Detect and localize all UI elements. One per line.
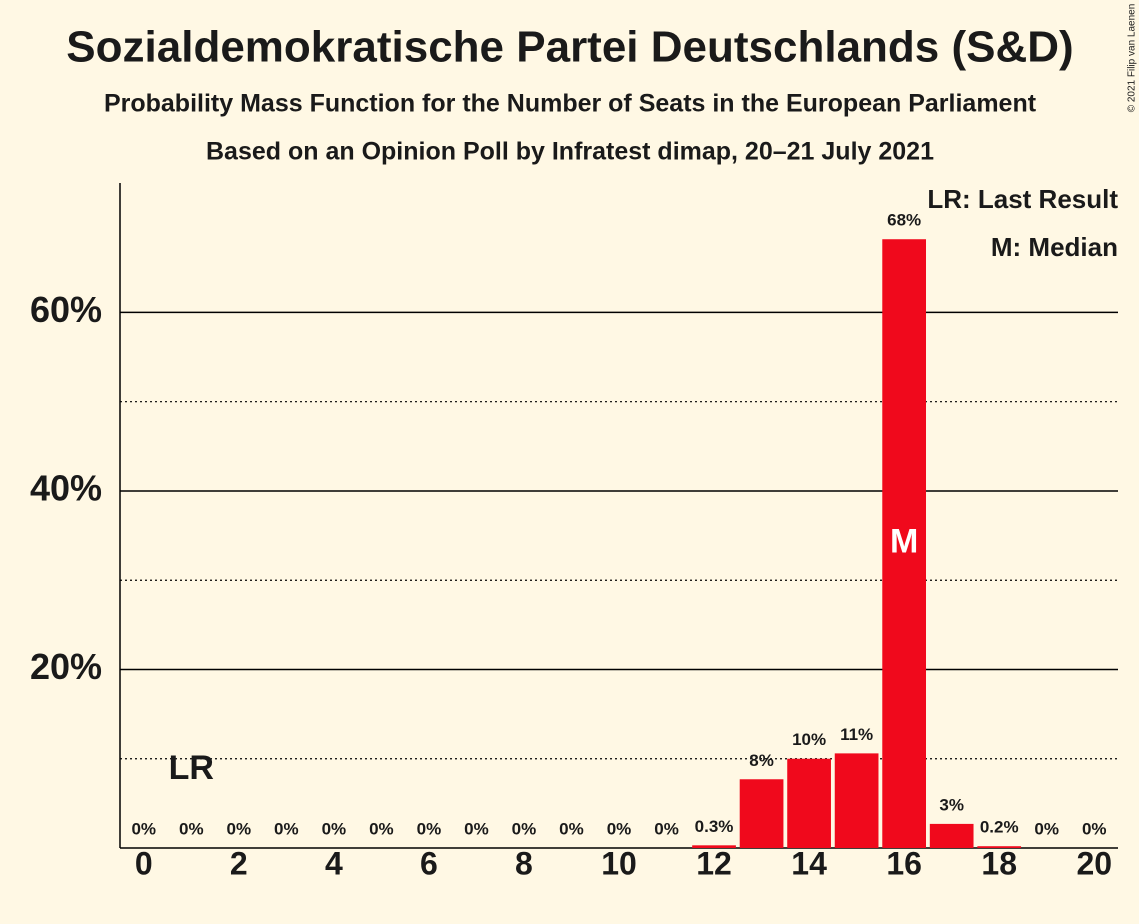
value-label: 0% xyxy=(607,819,632,838)
legend-item: LR: Last Result xyxy=(927,184,1118,214)
value-label: 0% xyxy=(274,819,299,838)
x-tick-label: 10 xyxy=(601,845,637,881)
value-label: 0% xyxy=(179,819,204,838)
x-tick-label: 8 xyxy=(515,845,533,881)
value-label: 0% xyxy=(322,819,347,838)
bar xyxy=(977,846,1022,848)
bar xyxy=(929,823,974,848)
y-tick-label: 40% xyxy=(30,467,102,508)
value-label: 0% xyxy=(512,819,537,838)
value-label: 0% xyxy=(1082,819,1107,838)
value-label: 0% xyxy=(417,819,442,838)
x-tick-label: 16 xyxy=(886,845,922,881)
value-label: 68% xyxy=(887,211,921,230)
chart-source: Based on an Opinion Poll by Infratest di… xyxy=(206,138,934,166)
bar xyxy=(787,758,831,848)
x-tick-label: 6 xyxy=(420,845,438,881)
y-tick-label: 60% xyxy=(30,289,102,330)
value-label: 0.3% xyxy=(695,817,734,836)
value-label: 10% xyxy=(792,730,826,749)
annotation: M xyxy=(890,523,918,561)
x-tick-label: 0 xyxy=(135,845,153,881)
value-label: 0% xyxy=(654,819,679,838)
x-tick-label: 14 xyxy=(791,845,827,881)
x-tick-label: 20 xyxy=(1076,845,1112,881)
x-tick-label: 12 xyxy=(696,845,732,881)
value-label: 0% xyxy=(131,819,156,838)
value-label: 0% xyxy=(227,819,252,838)
value-label: 0% xyxy=(464,819,489,838)
value-label: 0% xyxy=(559,819,584,838)
x-tick-label: 18 xyxy=(981,845,1017,881)
x-tick-label: 2 xyxy=(230,845,248,881)
annotation: LR xyxy=(169,749,214,787)
bar xyxy=(882,239,927,849)
value-label: 8% xyxy=(749,751,774,770)
value-label: 0% xyxy=(1034,819,1059,838)
value-label: 3% xyxy=(939,795,964,814)
value-label: 11% xyxy=(840,725,873,744)
bar xyxy=(739,779,784,848)
legend-item: M: Median xyxy=(991,232,1118,262)
y-tick-label: 20% xyxy=(30,646,102,687)
x-tick-label: 4 xyxy=(325,845,343,881)
value-label: 0% xyxy=(369,819,394,838)
copyright: © 2021 Filip van Laenen xyxy=(1127,4,1138,113)
chart-subtitle: Probability Mass Function for the Number… xyxy=(104,90,1037,118)
bar xyxy=(692,845,736,848)
bar xyxy=(834,753,879,848)
value-label: 0.2% xyxy=(980,818,1019,837)
chart-title: Sozialdemokratische Partei Deutschlands … xyxy=(66,23,1073,72)
